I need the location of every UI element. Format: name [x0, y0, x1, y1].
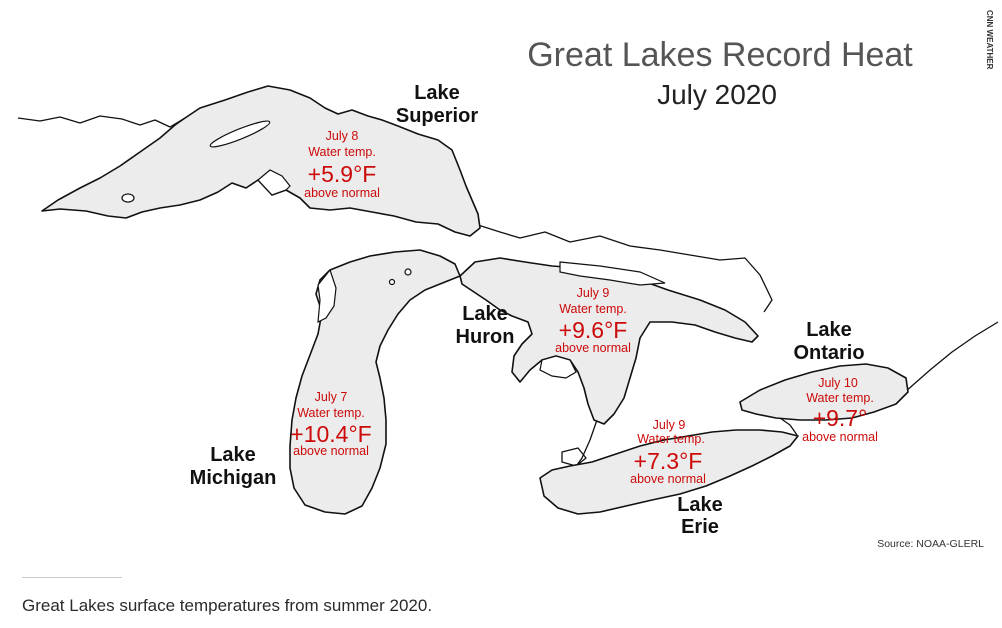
lake-ontario-name-line1: Lake	[806, 319, 852, 341]
lake-huron-name-line1: Lake	[462, 303, 508, 325]
lake-huron-note: above normal	[555, 341, 631, 355]
lake-erie-shape	[539, 429, 799, 515]
map-subtitle: July 2020	[657, 79, 777, 110]
lake-superior-name-line1: Lake	[414, 82, 460, 104]
manitoulin-island	[559, 261, 666, 286]
north-shore-coastline	[17, 115, 186, 128]
beaver-island	[404, 268, 412, 276]
image-caption: Great Lakes surface temperatures from su…	[22, 596, 433, 615]
lake-michigan-shape	[289, 249, 461, 515]
lake-erie-name-line2: Erie	[681, 516, 719, 538]
keweenaw-peninsula-outline	[257, 169, 291, 196]
georgian-bay-shoreline	[477, 224, 773, 313]
lake-michigan-anomaly: +10.4°F	[290, 421, 371, 447]
source-note: Source: NOAA-GLERL	[877, 538, 984, 550]
lake-ontario-note: above normal	[802, 430, 878, 444]
saginaw-bay	[539, 355, 577, 379]
lake-ontario-shape	[739, 363, 909, 421]
map-title: Great Lakes Record Heat	[527, 36, 913, 74]
st-lawrence-river	[904, 321, 999, 393]
lake-erie-note: above normal	[630, 472, 706, 486]
lake-michigan-note: above normal	[293, 444, 369, 458]
niagara-river	[779, 417, 798, 436]
lake-erie-name-line1: Lake	[677, 494, 723, 516]
lake-michigan-name-line1: Lake	[210, 444, 256, 466]
lake-huron-anomaly: +9.6°F	[559, 317, 628, 343]
lake-michigan-metric: Water temp.	[297, 406, 365, 420]
lake-erie-anomaly: +7.3°F	[634, 448, 703, 474]
lake-superior-anomaly: +5.9°F	[308, 161, 377, 187]
lake-superior-metric: Water temp.	[308, 145, 376, 159]
lake-erie-date: July 9	[653, 418, 686, 432]
north-manitou-island	[388, 278, 396, 286]
lake-ontario-metric: Water temp.	[806, 391, 874, 405]
lake-superior-shape	[41, 85, 481, 237]
lake-superior-name-line2: Superior	[396, 105, 478, 127]
lake-michigan-name-line2: Michigan	[190, 467, 277, 489]
lake-ontario-anomaly: +9.7°	[813, 405, 868, 431]
lake-huron-name-line2: Huron	[456, 326, 515, 348]
lake-st-clair	[561, 447, 587, 467]
lake-ontario-name-line2: Ontario	[793, 342, 864, 364]
cnn-weather-credit: CNN WEATHER	[985, 10, 994, 70]
caption-divider	[22, 577, 122, 578]
lake-huron-metric: Water temp.	[559, 302, 627, 316]
green-bay	[317, 268, 337, 324]
isle-royale	[209, 120, 271, 148]
lake-ontario-date: July 10	[818, 376, 858, 390]
apostle-islands	[121, 193, 135, 203]
lake-huron-date: July 9	[577, 286, 610, 300]
lake-superior-date: July 8	[326, 129, 359, 143]
lake-superior-note: above normal	[304, 186, 380, 200]
lake-michigan-date: July 7	[315, 390, 348, 404]
lake-erie-metric: Water temp.	[637, 432, 705, 446]
